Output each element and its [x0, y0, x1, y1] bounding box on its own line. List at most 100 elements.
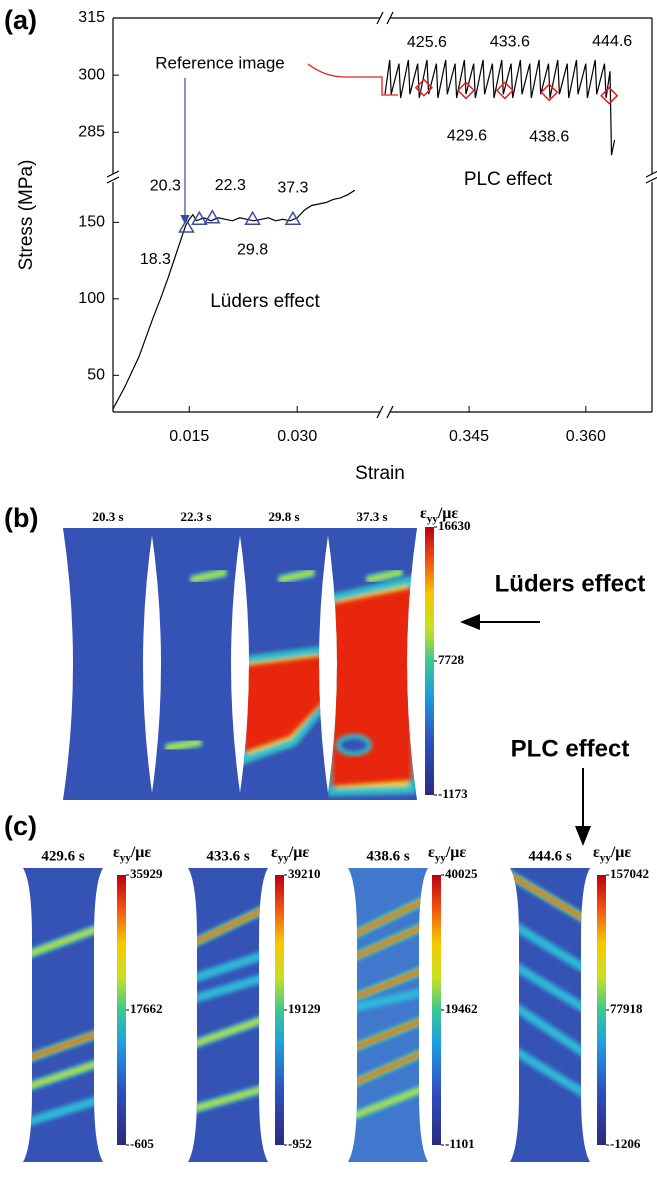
symbol: ε	[593, 844, 600, 861]
strain-field	[240, 567, 328, 766]
time-label: 37.3 s	[356, 509, 387, 524]
y-tick-label: 315	[78, 9, 105, 26]
subscript: yy	[120, 852, 132, 864]
strain-field	[188, 900, 268, 1117]
point-label: 29.8	[237, 242, 268, 259]
subscript: yy	[600, 852, 612, 864]
colorbar-tick-label: 7728	[438, 652, 465, 667]
strain-band	[510, 996, 590, 1064]
strain-band	[23, 922, 103, 961]
colorbar-tick-label: 19129	[288, 1001, 321, 1016]
strain-band	[23, 1092, 103, 1130]
colorbar-tick-label: 40025	[445, 866, 478, 881]
colorbar-tick-label: 77918	[610, 1001, 643, 1016]
colorbar-tick-label: 19462	[445, 1001, 478, 1016]
time-label: 29.8 s	[268, 509, 299, 524]
reference-connector	[307, 63, 398, 96]
y-axis-title: Stress (MPa)	[16, 160, 37, 271]
strain-field	[510, 868, 590, 1104]
panel-label: (a)	[4, 5, 37, 35]
strain-region	[336, 734, 372, 756]
unit: /με	[610, 844, 632, 861]
strain-band	[348, 964, 428, 1004]
strain-band	[188, 947, 268, 987]
specimen	[151, 528, 241, 800]
x-axis-title: Strain	[355, 463, 405, 484]
strain-band	[278, 569, 315, 583]
strain-band	[188, 903, 268, 950]
colorbar-tick-label: 16630	[438, 518, 471, 533]
strain-band	[348, 1046, 428, 1090]
colorbar-tick-label: 35929	[130, 866, 163, 881]
strain-band	[510, 870, 590, 927]
annotation: PLC effect	[511, 735, 630, 762]
strain-field	[328, 567, 416, 797]
symbol: ε	[428, 844, 435, 861]
colorbar-title: εyy/με	[428, 844, 466, 864]
strain-field	[165, 567, 228, 753]
specimen	[348, 868, 428, 1162]
specimen	[23, 868, 103, 1162]
y-tick-label: 150	[78, 214, 105, 231]
time-label: 438.6 s	[366, 848, 410, 864]
colorbar	[275, 875, 284, 1145]
subscript: yy	[278, 852, 290, 864]
point-label: 433.6	[490, 34, 530, 51]
stress-strain-line	[384, 59, 616, 156]
colorbar-tick-label: -1101	[445, 1136, 475, 1151]
strain-band	[190, 569, 227, 583]
colorbar-title: εyy/με	[271, 844, 309, 864]
diamond-marker	[495, 81, 514, 100]
unit: /με	[288, 844, 310, 861]
panel-label: (b)	[4, 503, 38, 533]
annotation: Lüders effect	[210, 291, 320, 312]
panel-label: (c)	[4, 811, 37, 841]
x-tick-label: 0.345	[449, 428, 489, 445]
strain-band	[348, 1082, 428, 1123]
point-label: 37.3	[277, 180, 308, 197]
time-label: 429.6 s	[41, 848, 85, 864]
colorbar	[117, 875, 126, 1145]
colorbar-tick-label: 39210	[288, 866, 321, 881]
y-tick-label: 100	[78, 290, 105, 307]
colorbar-title: εyy/με	[593, 844, 631, 864]
colorbar-tick-label: -1206	[610, 1136, 641, 1151]
colorbar-tick-label: -605	[130, 1136, 154, 1151]
diamond-marker	[540, 83, 559, 102]
point-label: 20.3	[150, 178, 181, 195]
triangle-marker	[191, 210, 208, 226]
time-label: 433.6 s	[206, 848, 250, 864]
colorbar	[597, 875, 606, 1145]
point-label: 429.6	[447, 128, 487, 145]
point-label: 18.3	[140, 251, 171, 268]
strain-band	[510, 956, 590, 1019]
strain-band	[510, 916, 590, 979]
triangle-marker	[284, 210, 302, 226]
unit: /με	[437, 505, 459, 522]
symbol: ε	[271, 844, 278, 861]
diamond-marker	[414, 78, 433, 97]
strain-band	[348, 920, 428, 964]
strain-field	[348, 891, 428, 1125]
colorbar-tick-label: -1173	[438, 786, 468, 801]
triangle-marker	[178, 218, 195, 233]
y-tick-label: 300	[78, 66, 105, 83]
unit: /με	[130, 844, 152, 861]
diamond-marker	[456, 81, 476, 100]
strain-band	[165, 739, 202, 751]
strain-band	[348, 1014, 428, 1054]
strain-band	[188, 970, 268, 1007]
diamond-marker	[600, 86, 619, 105]
time-label: 444.6 s	[528, 848, 572, 864]
x-tick-label: 0.015	[169, 428, 209, 445]
strain-band	[510, 1041, 590, 1104]
strain-band	[23, 1057, 103, 1093]
x-tick-label: 0.030	[277, 428, 317, 445]
time-label: 20.3 s	[92, 509, 123, 524]
stress-strain-line	[112, 189, 356, 410]
colorbar-tick-label: 157042	[610, 866, 649, 881]
subscript: yy	[427, 513, 439, 525]
strain-region	[332, 588, 412, 786]
x-tick-label: 0.360	[566, 428, 606, 445]
